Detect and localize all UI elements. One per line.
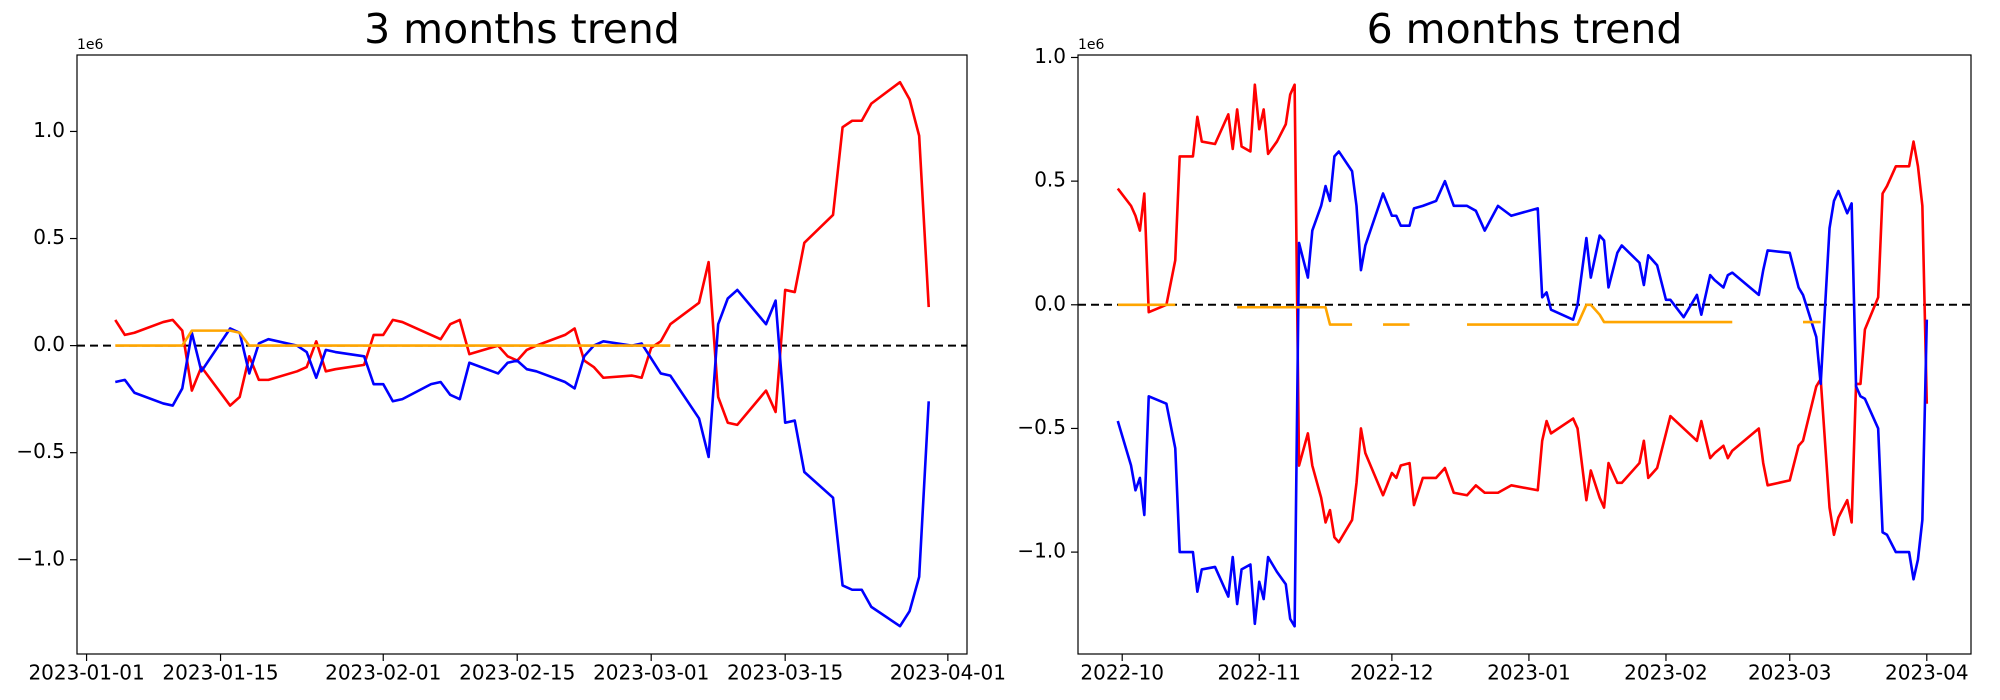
x-tick-label: 2023-01-15 — [162, 661, 278, 685]
x-tick-label: 2023-03-01 — [593, 661, 709, 685]
series-line — [114, 80, 931, 427]
x-tick-label: 2023-02-15 — [459, 661, 575, 685]
series-line — [1116, 83, 1929, 544]
x-tick-label: 2023-01-01 — [28, 661, 144, 685]
x-tick-label: 2023-02 — [1624, 661, 1708, 685]
chart-title: 3 months trend — [364, 5, 680, 53]
plot-frame — [76, 54, 968, 655]
y-tick-label: 1.0 — [1034, 44, 1066, 68]
y-tick-label: −0.5 — [1017, 415, 1066, 439]
y-tick-label: −0.5 — [16, 439, 65, 463]
y-tick-label: 0.5 — [1034, 168, 1066, 192]
series-line — [1116, 150, 1929, 628]
series-line — [1117, 303, 1821, 326]
x-tick-label: 2022-10 — [1080, 661, 1164, 685]
y-tick-label: −1.0 — [1017, 539, 1066, 563]
offset-label: 1e6 — [77, 37, 104, 53]
x-tick-label: 2023-01 — [1487, 661, 1571, 685]
y-tick-label: 0.5 — [33, 225, 65, 249]
y-tick-label: −1.0 — [16, 546, 65, 570]
y-tick-label: 0.0 — [1034, 291, 1066, 315]
offset-label: 1e6 — [1078, 37, 1105, 53]
series-line — [114, 288, 931, 628]
plot-frame — [1077, 54, 1972, 655]
x-tick-label: 2023-02-01 — [325, 661, 441, 685]
series-line — [115, 329, 671, 347]
x-tick-label: 2022-12 — [1350, 661, 1434, 685]
x-tick-label: 2023-03-15 — [727, 661, 843, 685]
x-tick-label: 2022-11 — [1217, 661, 1301, 685]
x-tick-label: 2023-04-01 — [890, 661, 1006, 685]
x-tick-label: 2023-03 — [1748, 661, 1832, 685]
y-tick-label: 0.0 — [33, 332, 65, 356]
x-tick-label: 2023-04 — [1885, 661, 1969, 685]
y-tick-label: 1.0 — [33, 118, 65, 142]
chart-title: 6 months trend — [1367, 5, 1683, 53]
